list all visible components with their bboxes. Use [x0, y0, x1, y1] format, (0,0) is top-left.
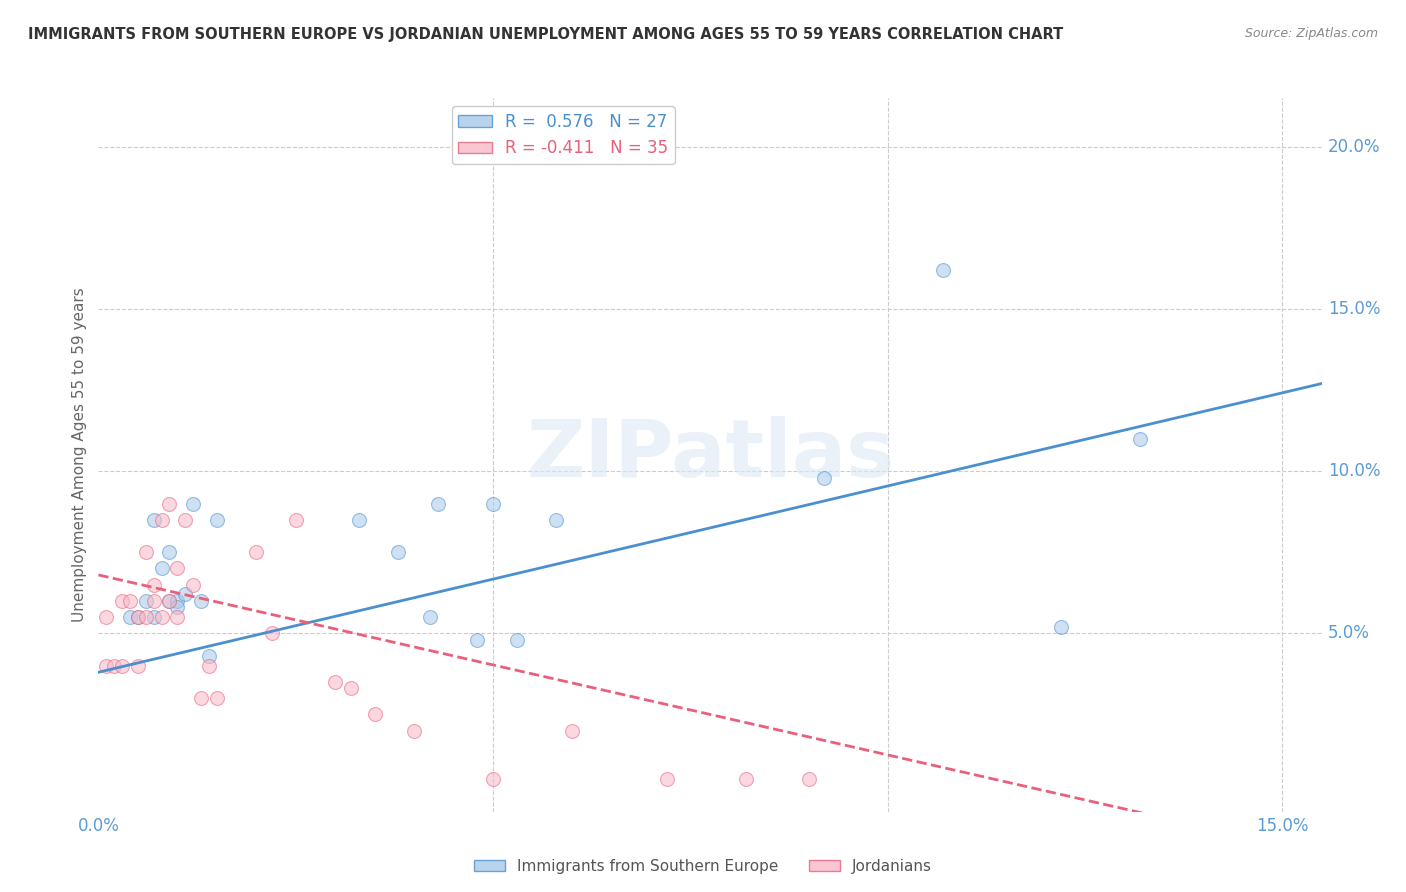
Point [118, 610, 141, 624]
Point [111, 594, 134, 608]
Point [190, 691, 212, 706]
Point [118, 594, 141, 608]
Point [166, 610, 188, 624]
Point [166, 561, 188, 575]
Point [205, 513, 228, 527]
Text: Source: ZipAtlas.com: Source: ZipAtlas.com [1244, 27, 1378, 40]
Point [1050, 620, 1073, 634]
Text: ZIPatlas: ZIPatlas [526, 416, 894, 494]
Point [198, 658, 221, 673]
Point [465, 632, 488, 647]
Text: IMMIGRANTS FROM SOUTHERN EUROPE VS JORDANIAN UNEMPLOYMENT AMONG AGES 55 TO 59 YE: IMMIGRANTS FROM SOUTHERN EUROPE VS JORDA… [28, 27, 1063, 42]
Point [205, 691, 228, 706]
Point [150, 513, 173, 527]
Point [655, 772, 678, 787]
Point [734, 772, 756, 787]
Point [142, 610, 165, 624]
Point [127, 610, 149, 624]
Point [505, 632, 527, 647]
Point [340, 681, 363, 696]
Text: 10.0%: 10.0% [1327, 462, 1381, 480]
Point [150, 561, 173, 575]
Point [1129, 432, 1152, 446]
Point [135, 594, 157, 608]
Point [166, 600, 188, 615]
Point [159, 497, 181, 511]
Point [166, 594, 188, 608]
Point [419, 610, 441, 624]
Point [482, 497, 505, 511]
Point [284, 513, 307, 527]
Point [142, 594, 165, 608]
Text: 5.0%: 5.0% [1327, 624, 1369, 642]
Legend: Immigrants from Southern Europe, Jordanians: Immigrants from Southern Europe, Jordani… [468, 853, 938, 880]
Point [181, 497, 204, 511]
Point [797, 772, 820, 787]
Point [135, 610, 157, 624]
Point [426, 497, 449, 511]
Point [932, 263, 955, 277]
Point [150, 610, 173, 624]
Y-axis label: Unemployment Among Ages 55 to 59 years: Unemployment Among Ages 55 to 59 years [72, 287, 87, 623]
Point [103, 658, 125, 673]
Point [482, 772, 505, 787]
Point [111, 658, 134, 673]
Point [159, 594, 181, 608]
Point [347, 513, 370, 527]
Legend: R =  0.576   N = 27, R = -0.411   N = 35: R = 0.576 N = 27, R = -0.411 N = 35 [451, 106, 675, 164]
Point [181, 577, 204, 591]
Point [159, 545, 181, 559]
Point [323, 675, 346, 690]
Point [190, 594, 212, 608]
Point [245, 545, 267, 559]
Point [198, 648, 221, 663]
Point [363, 707, 385, 722]
Point [96, 610, 118, 624]
Point [127, 610, 149, 624]
Point [159, 594, 181, 608]
Point [96, 658, 118, 673]
Point [260, 626, 283, 640]
Point [561, 723, 583, 738]
Point [404, 723, 426, 738]
Point [387, 545, 409, 559]
Point [142, 513, 165, 527]
Point [174, 587, 197, 601]
Point [546, 513, 568, 527]
Point [142, 577, 165, 591]
Point [127, 658, 149, 673]
Text: 15.0%: 15.0% [1327, 300, 1381, 318]
Text: 20.0%: 20.0% [1327, 137, 1381, 156]
Point [813, 470, 835, 484]
Point [174, 513, 197, 527]
Point [135, 545, 157, 559]
